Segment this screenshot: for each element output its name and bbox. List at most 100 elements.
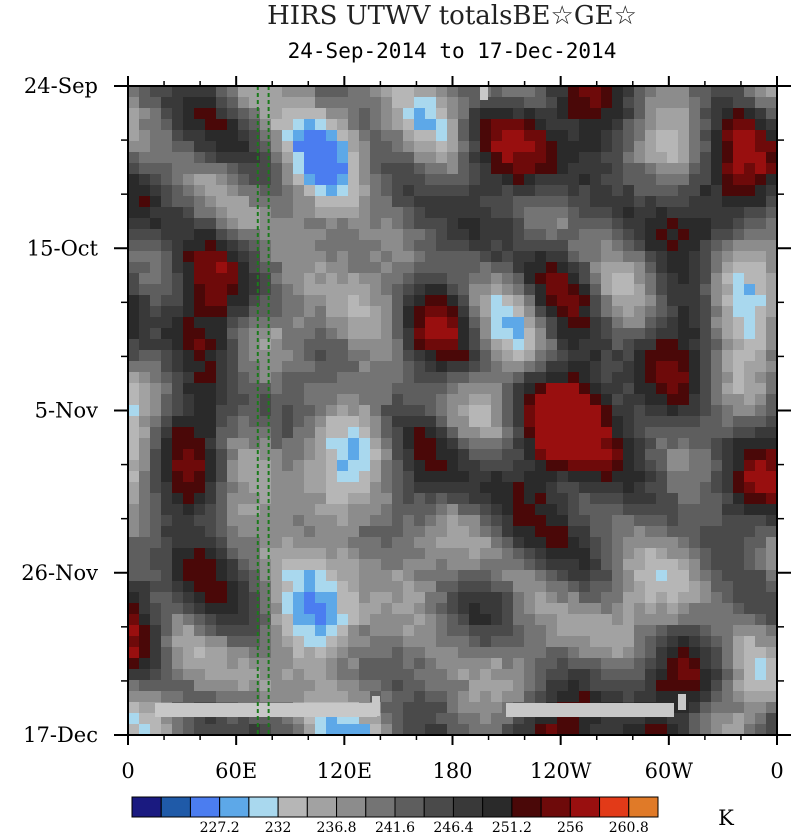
heatmap-cell <box>513 163 525 175</box>
heatmap-cell <box>502 680 514 692</box>
heatmap-cell <box>293 570 305 582</box>
heatmap-cell <box>150 163 162 175</box>
heatmap-cell <box>513 273 525 285</box>
heatmap-cell <box>436 592 448 604</box>
heatmap-cell <box>227 229 239 241</box>
heatmap-cell <box>249 515 261 527</box>
heatmap-cell <box>282 218 294 230</box>
heatmap-cell <box>403 603 415 615</box>
heatmap-cell <box>634 229 646 241</box>
heatmap-cell <box>557 647 569 659</box>
heatmap-cell <box>689 372 701 384</box>
heatmap-cell <box>150 141 162 153</box>
heatmap-cell <box>469 229 481 241</box>
heatmap-cell <box>623 350 635 362</box>
heatmap-cell <box>227 119 239 131</box>
heatmap-cell <box>150 680 162 692</box>
heatmap-cell <box>425 108 437 120</box>
heatmap-cell <box>535 625 547 637</box>
heatmap-cell <box>205 647 217 659</box>
heatmap-cell <box>337 438 349 450</box>
heatmap-cell <box>381 262 393 274</box>
heatmap-cell <box>601 141 613 153</box>
heatmap-cell <box>722 284 734 296</box>
heatmap-cell <box>491 141 503 153</box>
heatmap-cell <box>546 196 558 208</box>
heatmap-cell <box>205 97 217 109</box>
heatmap-cell <box>194 504 206 516</box>
heatmap-cell <box>744 515 756 527</box>
heatmap-cell <box>161 163 173 175</box>
heatmap-cell <box>722 471 734 483</box>
heatmap-cell <box>359 97 371 109</box>
heatmap-cell <box>524 724 536 735</box>
heatmap-cell <box>601 416 613 428</box>
heatmap-cell <box>744 350 756 362</box>
heatmap-cell <box>601 570 613 582</box>
heatmap-cell <box>568 614 580 626</box>
heatmap-cell <box>227 614 239 626</box>
heatmap-cell <box>689 438 701 450</box>
heatmap-cell <box>447 603 459 615</box>
heatmap-cell <box>469 702 481 714</box>
heatmap-cell <box>480 658 492 670</box>
heatmap-cell <box>700 405 712 417</box>
heatmap-cell <box>414 570 426 582</box>
heatmap-cell <box>689 284 701 296</box>
heatmap-cell <box>502 295 514 307</box>
heatmap-cell <box>216 317 228 329</box>
heatmap-cell <box>513 427 525 439</box>
heatmap-cell <box>172 207 184 219</box>
heatmap-cell <box>128 284 140 296</box>
heatmap-cell <box>139 625 151 637</box>
heatmap-cell <box>260 438 272 450</box>
heatmap-cell <box>128 141 140 153</box>
heatmap-cell <box>458 328 470 340</box>
heatmap-cell <box>766 460 777 472</box>
heatmap-cell <box>689 339 701 351</box>
heatmap-cell <box>469 86 481 98</box>
heatmap-cell <box>260 317 272 329</box>
heatmap-cell <box>238 471 250 483</box>
heatmap-cell <box>634 295 646 307</box>
heatmap-cell <box>513 119 525 131</box>
heatmap-cell <box>678 724 690 735</box>
heatmap-cell <box>436 438 448 450</box>
heatmap-cell <box>667 471 679 483</box>
heatmap-cell <box>271 482 283 494</box>
heatmap-cell <box>535 372 547 384</box>
heatmap-cell <box>326 306 338 318</box>
heatmap-cell <box>282 130 294 142</box>
colorbar-label: 246.4 <box>433 820 473 835</box>
heatmap-cell <box>381 614 393 626</box>
heatmap-cell <box>337 273 349 285</box>
heatmap-cell <box>271 207 283 219</box>
heatmap-cell <box>128 691 140 703</box>
heatmap-cell <box>425 482 437 494</box>
heatmap-cell <box>205 636 217 648</box>
heatmap-cell <box>172 361 184 373</box>
heatmap-cell <box>557 570 569 582</box>
heatmap-cell <box>128 339 140 351</box>
heatmap-cell <box>271 130 283 142</box>
heatmap-cell <box>392 361 404 373</box>
heatmap-cell <box>260 427 272 439</box>
heatmap-cell <box>304 361 316 373</box>
heatmap-cell <box>271 196 283 208</box>
heatmap-cell <box>634 240 646 252</box>
heatmap-cell <box>150 119 162 131</box>
heatmap-cell <box>315 394 327 406</box>
heatmap-cell <box>348 713 360 725</box>
heatmap-cell <box>304 163 316 175</box>
heatmap-cell <box>557 108 569 120</box>
heatmap-cell <box>601 405 613 417</box>
heatmap-cell <box>524 581 536 593</box>
heatmap-cell <box>315 229 327 241</box>
heatmap-cell <box>348 537 360 549</box>
heatmap-cell <box>260 262 272 274</box>
heatmap-cell <box>612 669 624 681</box>
heatmap-cell <box>359 284 371 296</box>
heatmap-cell <box>238 273 250 285</box>
heatmap-cell <box>579 603 591 615</box>
heatmap-cell <box>557 581 569 593</box>
